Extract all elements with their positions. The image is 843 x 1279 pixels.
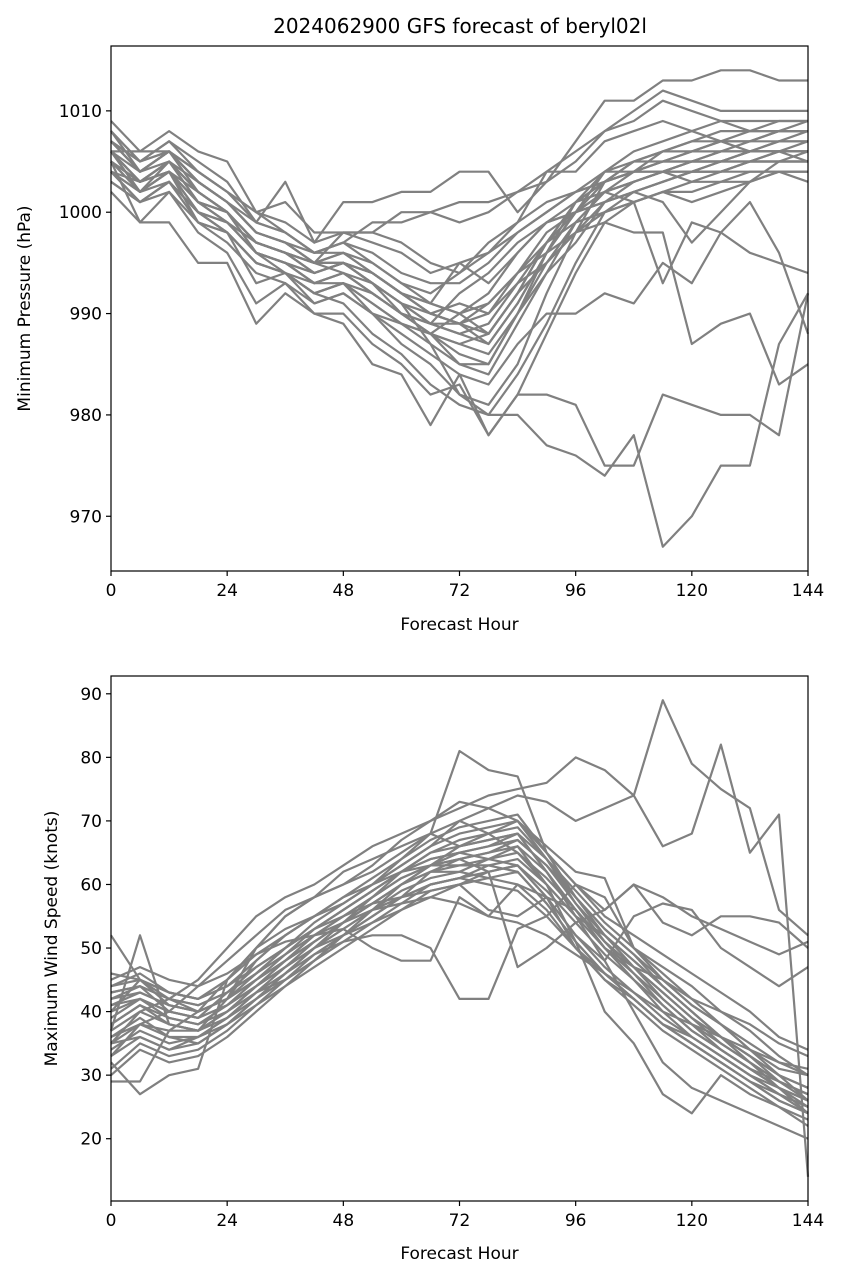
pressure-panel: 2024062900 GFS forecast of beryl02l 0 24 4… (15, 14, 824, 635)
wind-series-lines (109, 699, 810, 1177)
wind-series-line-1 (110, 699, 809, 1045)
pressure-x-tick-label: 0 (106, 581, 117, 601)
wind-y-tick-label: 90 (80, 685, 102, 705)
pressure-y-tick-label: 1000 (59, 203, 102, 223)
pressure-series-line-28 (110, 119, 808, 275)
pressure-series-line-2 (110, 69, 808, 244)
pressure-series-line-27 (110, 160, 808, 335)
pressure-series-lines (110, 69, 810, 548)
wind-x-tick-label: 120 (676, 1211, 708, 1231)
wind-x-tick-label: 0 (106, 1211, 117, 1231)
wind-series-line-29 (110, 864, 809, 1108)
pressure-x-tick-label: 120 (676, 581, 708, 601)
pressure-series-line-1 (110, 89, 808, 234)
wind-x-ticks: 0 24 48 72 96 120 144 (106, 1201, 824, 1231)
wind-y-tick-label: 60 (80, 875, 102, 895)
pressure-y-tick-label: 980 (70, 406, 102, 426)
wind-axes-frame (110, 675, 809, 1202)
pressure-series-line-25 (110, 119, 809, 295)
wind-x-axis-label: Forecast Hour (400, 1244, 518, 1264)
wind-x-tick-label: 72 (449, 1211, 471, 1231)
pressure-x-tick-label: 144 (792, 581, 824, 601)
wind-y-tick-label: 30 (80, 1066, 102, 1086)
pressure-axes-frame (110, 45, 809, 572)
wind-y-tick-label: 20 (80, 1130, 102, 1150)
pressure-y-axis-label: Minimum Pressure (hPa) (15, 205, 35, 411)
pressure-y-ticks: 970 980 990 1000 1010 (59, 102, 111, 527)
chart-title: 2024062900 GFS forecast of beryl02l (273, 14, 647, 38)
pressure-x-axis-label: Forecast Hour (400, 615, 518, 635)
wind-y-tick-label: 50 (80, 939, 102, 959)
pressure-series-line-30 (110, 160, 808, 346)
wind-panel: 0 24 48 72 96 120 144 20 30 40 50 60 70 80 90 Forecas… (42, 675, 824, 1264)
pressure-x-ticks: 0 24 48 72 96 120 144 (106, 571, 824, 601)
pressure-x-tick-label: 48 (333, 581, 355, 601)
wind-y-ticks: 20 30 40 50 60 70 80 90 (80, 685, 111, 1150)
pressure-series-line-14 (110, 161, 809, 437)
pressure-y-tick-label: 1010 (59, 102, 102, 122)
pressure-x-tick-label: 96 (565, 581, 587, 601)
wind-y-axis-label: Maximum Wind Speed (knots) (42, 811, 62, 1067)
wind-y-tick-label: 40 (80, 1003, 102, 1023)
pressure-series-line-18 (110, 170, 809, 386)
wind-series-line-23 (110, 870, 809, 1127)
pressure-x-tick-label: 72 (449, 581, 471, 601)
wind-y-tick-label: 70 (80, 812, 102, 832)
wind-series-line-25 (110, 813, 809, 1102)
pressure-series-line-29 (110, 119, 808, 335)
wind-y-tick-label: 80 (80, 748, 102, 768)
wind-x-tick-label: 144 (792, 1211, 824, 1231)
wind-x-tick-label: 96 (565, 1211, 587, 1231)
wind-x-tick-label: 24 (216, 1211, 238, 1231)
wind-x-tick-label: 48 (333, 1211, 355, 1231)
pressure-y-tick-label: 990 (70, 305, 102, 325)
pressure-y-tick-label: 970 (70, 507, 102, 527)
wind-series-line-30 (110, 819, 809, 1096)
pressure-x-tick-label: 24 (216, 581, 238, 601)
